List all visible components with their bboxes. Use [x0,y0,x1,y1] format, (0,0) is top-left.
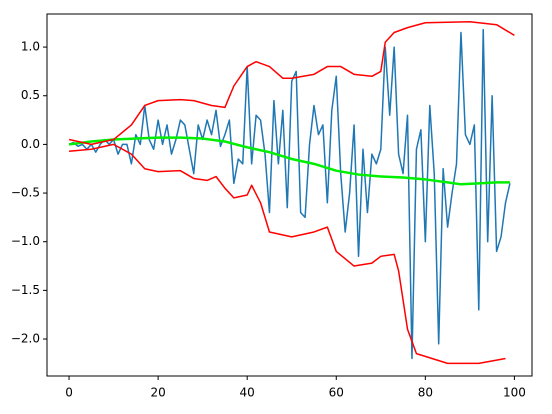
y-tick-label: 1.0 [21,40,40,54]
data-line [68,28,511,360]
x-tick-label: 80 [418,386,433,400]
x-tick-label: 40 [240,386,255,400]
y-tick-label: −2.0 [11,332,40,346]
y-tick-label: −1.5 [11,283,40,297]
x-tick-label: 100 [503,386,526,400]
y-tick-label: 0.5 [21,88,40,102]
x-tick-label: 20 [150,386,165,400]
data-line [68,21,515,146]
data-line [68,136,510,186]
x-tick-label: 60 [329,386,344,400]
data-line [68,143,506,365]
axes-frame [46,13,533,377]
x-tick-label: 0 [65,386,73,400]
y-tick-label: 0.0 [21,137,40,151]
y-tick-label: −0.5 [11,186,40,200]
y-tick-label: −1.0 [11,234,40,248]
